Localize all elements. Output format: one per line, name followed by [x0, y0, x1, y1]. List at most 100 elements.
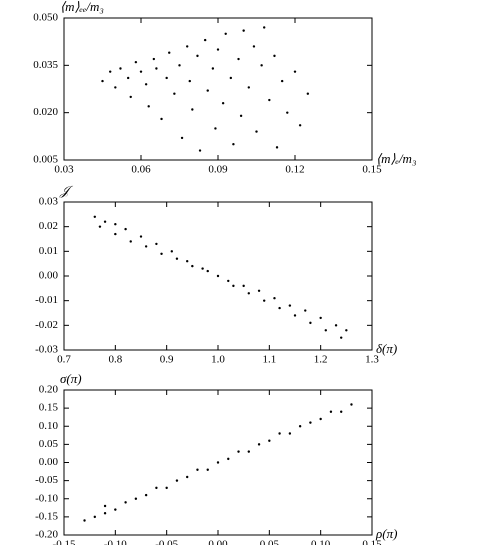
point	[324, 329, 327, 332]
point	[278, 432, 281, 435]
x-tick-label: 0.9	[160, 354, 174, 366]
x-tick-label: -0.10	[104, 539, 127, 545]
point	[114, 508, 117, 511]
y-tick-label: -0.03	[35, 344, 58, 356]
y-tick-label: -0.15	[35, 510, 58, 522]
point	[242, 284, 245, 288]
point	[160, 252, 163, 255]
point	[288, 432, 292, 435]
y-tick-label: 0.00	[39, 456, 59, 468]
y-tick-label: 0.15	[39, 402, 59, 414]
point	[165, 76, 168, 80]
point	[263, 26, 266, 29]
point	[340, 336, 343, 339]
point	[206, 468, 209, 471]
point	[109, 70, 112, 73]
point	[247, 292, 250, 295]
point	[134, 60, 138, 64]
point	[232, 284, 235, 288]
point	[298, 124, 302, 127]
point	[119, 67, 122, 70]
y-tick-label: 0.005	[33, 154, 58, 166]
x-tick-label: 0.15	[362, 164, 382, 176]
point	[319, 417, 322, 421]
y-axis-label: 𝒥	[59, 183, 74, 198]
y-tick-label: 0.050	[33, 12, 58, 24]
x-axis-label: ρ(π)	[375, 526, 397, 541]
point	[134, 497, 138, 500]
point	[334, 324, 338, 327]
point	[165, 486, 168, 490]
point	[227, 279, 230, 283]
x-tick-label: 0.12	[285, 164, 304, 176]
point	[103, 220, 107, 223]
point	[319, 316, 322, 320]
y-tick-label: -0.10	[35, 492, 58, 504]
x-tick-label: 0.8	[108, 354, 122, 366]
point	[103, 504, 107, 508]
y-tick-label: 0.035	[33, 59, 58, 71]
x-tick-label: 0.15	[362, 539, 382, 545]
point	[155, 67, 158, 70]
y-tick-label: -0.20	[35, 529, 58, 541]
x-tick-label: 0.09	[208, 164, 228, 176]
point	[237, 57, 240, 61]
point	[275, 146, 279, 149]
point	[214, 127, 217, 130]
point	[263, 299, 266, 302]
point	[216, 48, 220, 51]
point	[196, 54, 199, 58]
plot-frame	[63, 17, 373, 161]
point	[129, 95, 132, 99]
x-tick-label: 0.06	[131, 164, 151, 176]
point	[198, 149, 202, 152]
point	[93, 515, 97, 519]
x-tick-label: 0.03	[54, 164, 74, 176]
point	[211, 67, 215, 70]
x-axis-label: δ(π)	[376, 341, 397, 356]
y-tick-label: 0.10	[39, 420, 59, 432]
point	[206, 89, 209, 92]
y-tick-label: 0.02	[39, 220, 58, 232]
x-tick-label: 0.7	[57, 354, 71, 366]
y-tick-label: 0.05	[39, 438, 59, 450]
point	[247, 86, 250, 89]
x-tick-label: -0.05	[155, 539, 178, 545]
point	[144, 83, 148, 86]
point	[173, 92, 176, 95]
point	[103, 512, 107, 515]
point	[242, 29, 245, 32]
point	[124, 501, 127, 504]
point	[203, 38, 207, 42]
y-tick-label: -0.01	[35, 294, 58, 306]
x-tick-label: 1.0	[211, 354, 225, 366]
point	[286, 111, 289, 114]
point	[178, 64, 181, 67]
y-tick-label: 0.20	[39, 384, 59, 396]
point	[114, 232, 117, 236]
point	[273, 54, 276, 58]
x-tick-label: 1.2	[314, 354, 328, 366]
point	[114, 86, 117, 89]
y-tick-label: 0.020	[33, 106, 58, 118]
x-tick-label: 0.10	[311, 539, 331, 545]
point	[83, 519, 86, 522]
point	[257, 289, 261, 292]
point	[345, 329, 348, 332]
point	[252, 45, 256, 48]
point	[224, 32, 227, 35]
point	[144, 245, 148, 248]
point	[101, 79, 104, 83]
point	[216, 274, 220, 278]
y-axis-label: ⟨m⟩ₑₑ/m₃	[60, 0, 104, 14]
point	[206, 269, 209, 273]
point	[340, 410, 343, 413]
point	[280, 79, 284, 83]
point	[188, 79, 191, 83]
point	[293, 314, 297, 317]
point	[175, 479, 179, 482]
y-tick-label: 0.00	[39, 270, 59, 282]
point	[139, 235, 143, 238]
point	[168, 51, 171, 54]
